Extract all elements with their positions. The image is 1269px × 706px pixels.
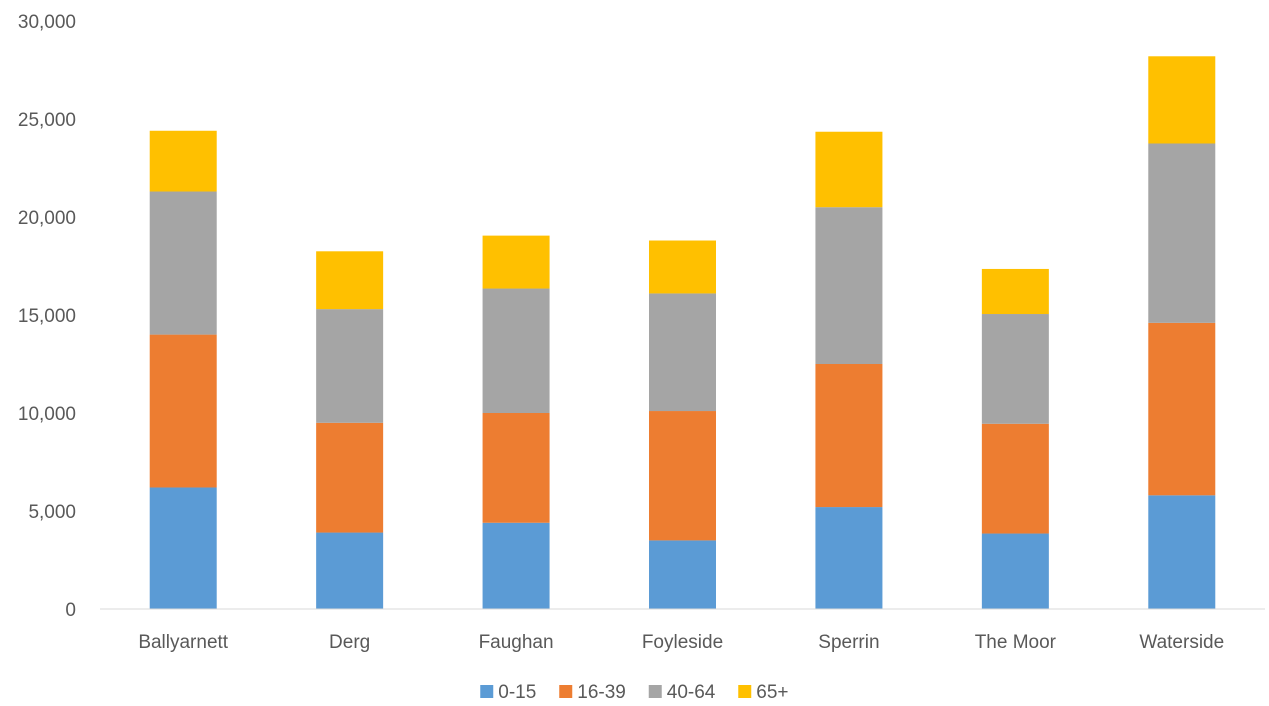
bar-segment	[649, 411, 716, 541]
legend-item: 65+	[738, 682, 788, 703]
legend-swatch	[738, 685, 752, 698]
legend-label: 40-64	[667, 682, 716, 703]
bar-segment	[149, 130, 217, 192]
bar-segment	[1148, 143, 1216, 323]
legend-label: 0-15	[498, 682, 536, 703]
bar-segment	[815, 131, 883, 208]
x-tick-label: Faughan	[479, 632, 554, 653]
y-tick-label: 25,000	[18, 110, 76, 131]
bar-stack	[482, 235, 550, 609]
bar-segment	[149, 334, 217, 488]
bar-segment	[981, 314, 1049, 424]
bar-segment	[149, 191, 217, 335]
bar-stack	[815, 131, 883, 609]
bar-stack	[149, 130, 217, 609]
x-tick-label: Waterside	[1139, 632, 1224, 653]
bar-stack	[649, 240, 716, 609]
bar-segment	[649, 293, 716, 412]
bars	[149, 56, 1216, 609]
legend-label: 65+	[756, 682, 788, 703]
legend-swatch	[559, 685, 573, 698]
bar-segment	[316, 532, 384, 609]
y-tick-label: 20,000	[18, 208, 76, 229]
bar-segment	[316, 309, 384, 423]
x-tick-label: Sperrin	[818, 632, 879, 653]
bar-segment	[1148, 322, 1216, 496]
x-axis-labels: Ballyarnett Derg Faughan Foyleside Sperrin Th…	[138, 632, 1224, 653]
x-tick-label: Derg	[329, 632, 370, 653]
y-tick-label: 15,000	[18, 306, 76, 327]
bar-segment	[316, 251, 384, 310]
x-tick-label: Ballyarnett	[138, 632, 228, 653]
bar-stack	[316, 251, 384, 609]
bar-segment	[482, 413, 550, 523]
bar-segment	[815, 364, 883, 508]
bar-segment	[981, 423, 1049, 534]
bar-segment	[316, 422, 384, 533]
legend-swatch	[480, 685, 494, 698]
legend-item: 40-64	[648, 682, 716, 703]
bar-segment	[482, 235, 550, 289]
y-tick-label: 10,000	[18, 404, 76, 425]
bar-segment	[649, 240, 716, 294]
bar-segment	[482, 522, 550, 609]
bar-stack	[1148, 56, 1216, 609]
x-tick-label: Foyleside	[642, 632, 723, 653]
bar-segment	[649, 540, 716, 609]
bar-segment	[981, 268, 1049, 315]
y-axis-labels: 0 5,000 10,000 15,000 20,000 25,000 30,000	[18, 12, 76, 621]
bar-segment	[149, 487, 217, 609]
legend-item: 0-15	[480, 682, 536, 703]
legend-swatch	[648, 685, 662, 698]
bar-segment	[1148, 56, 1216, 144]
y-tick-label: 0	[65, 600, 76, 621]
y-tick-label: 30,000	[18, 12, 76, 33]
bar-segment	[981, 533, 1049, 609]
y-tick-label: 5,000	[28, 502, 76, 523]
bar-segment	[815, 207, 883, 364]
bar-segment	[482, 288, 550, 413]
legend-label: 16-39	[577, 682, 626, 703]
legend-item: 16-39	[559, 682, 626, 703]
legend: 0-15 16-39 40-64 65+	[480, 682, 788, 703]
bar-stack	[981, 268, 1049, 609]
bar-segment	[815, 507, 883, 609]
x-tick-label: The Moor	[975, 632, 1057, 653]
bar-segment	[1148, 495, 1216, 609]
